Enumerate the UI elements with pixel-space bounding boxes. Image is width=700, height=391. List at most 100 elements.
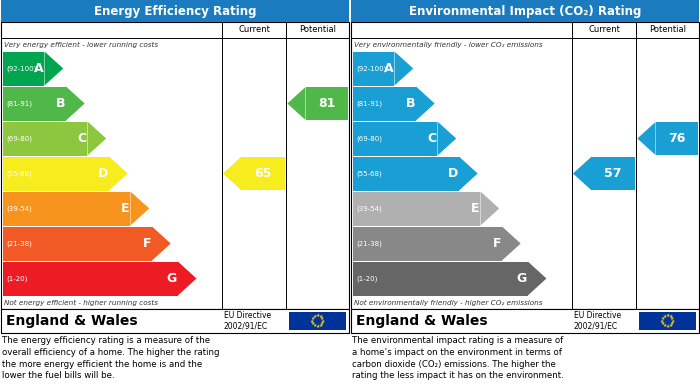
Text: England & Wales: England & Wales [6,314,138,328]
Text: ★: ★ [671,319,676,323]
Text: (81-91): (81-91) [356,100,382,107]
Text: EU Directive
2002/91/EC: EU Directive 2002/91/EC [224,311,271,331]
Text: B: B [55,97,65,110]
Polygon shape [152,226,171,260]
Text: Not environmentally friendly - higher CO₂ emissions: Not environmentally friendly - higher CO… [354,300,542,305]
Polygon shape [573,157,591,190]
Text: ★: ★ [311,321,315,326]
Text: C: C [428,132,437,145]
Text: A: A [384,62,393,75]
Text: (21-38): (21-38) [356,240,382,247]
Text: ★: ★ [660,319,664,323]
Text: England & Wales: England & Wales [356,314,488,328]
Text: ★: ★ [316,324,320,329]
Polygon shape [480,192,499,226]
Polygon shape [178,262,197,296]
Bar [351,309,699,333]
Text: F: F [493,237,501,250]
Bar [3,226,152,260]
Text: ★: ★ [318,323,323,328]
Bar [3,86,66,120]
Text: ★: ★ [313,323,317,328]
Text: ★: ★ [321,319,326,323]
Text: G: G [167,272,177,285]
Bar [639,312,696,330]
Polygon shape [223,157,241,190]
Bar [289,312,346,330]
Text: (1-20): (1-20) [6,275,27,282]
Text: The energy efficiency rating is a measure of the
overall efficiency of a home. T: The energy efficiency rating is a measur… [2,336,220,380]
Text: 76: 76 [668,132,685,145]
Text: (55-68): (55-68) [6,170,32,177]
Text: ★: ★ [316,313,320,318]
Text: ★: ★ [670,316,675,321]
Text: Very energy efficient - lower running costs: Very energy efficient - lower running co… [4,41,158,48]
Text: ★: ★ [663,323,667,328]
Text: Potential: Potential [299,25,336,34]
Text: (92-100): (92-100) [6,65,36,72]
Text: A: A [34,62,43,75]
Text: ★: ★ [311,316,315,321]
Text: The environmental impact rating is a measure of
a home’s impact on the environme: The environmental impact rating is a mea… [352,336,564,380]
Polygon shape [45,52,63,86]
Text: Potential: Potential [649,25,686,34]
Text: ★: ★ [668,323,673,328]
Bar [351,22,699,309]
Text: E: E [121,202,130,215]
Polygon shape [459,156,477,190]
Text: (39-54): (39-54) [6,205,32,212]
Polygon shape [288,87,305,120]
Bar [3,262,178,296]
Text: (92-100): (92-100) [356,65,386,72]
Bar [241,157,286,190]
Text: 57: 57 [605,167,622,180]
Text: (69-80): (69-80) [6,135,32,142]
Text: (69-80): (69-80) [356,135,382,142]
Bar [655,122,698,155]
Polygon shape [638,122,655,155]
Bar [353,52,395,86]
Bar [3,122,88,156]
Text: Environmental Impact (CO₂) Rating: Environmental Impact (CO₂) Rating [409,5,641,18]
Bar [353,192,480,226]
Bar [305,87,348,120]
Text: 65: 65 [255,167,272,180]
Bar [1,22,349,309]
Bar [3,192,130,226]
Text: ★: ★ [663,314,667,319]
Text: C: C [78,132,87,145]
Text: Current: Current [588,25,620,34]
Text: ★: ★ [313,314,317,319]
Text: 81: 81 [318,97,335,110]
Text: ★: ★ [666,313,670,318]
Bar [591,157,636,190]
Text: F: F [143,237,151,250]
Polygon shape [395,52,413,86]
Bar [351,0,699,22]
Text: (21-38): (21-38) [6,240,32,247]
Bar [353,226,502,260]
Bar [3,52,45,86]
Text: Not energy efficient - higher running costs: Not energy efficient - higher running co… [4,300,158,305]
Polygon shape [416,86,435,120]
Text: ★: ★ [668,314,673,319]
Text: ★: ★ [670,321,675,326]
Text: ★: ★ [320,321,325,326]
Polygon shape [502,226,521,260]
Text: (55-68): (55-68) [356,170,382,177]
Bar [3,156,109,190]
Polygon shape [528,262,547,296]
Text: EU Directive
2002/91/EC: EU Directive 2002/91/EC [574,311,621,331]
Text: (39-54): (39-54) [356,205,382,212]
Text: D: D [98,167,108,180]
Bar [353,86,416,120]
Bar [353,262,528,296]
Text: D: D [448,167,458,180]
Polygon shape [88,122,106,156]
Text: Energy Efficiency Rating: Energy Efficiency Rating [94,5,256,18]
Text: (1-20): (1-20) [356,275,377,282]
Bar [1,0,349,22]
Text: ★: ★ [310,319,314,323]
Text: ★: ★ [320,316,325,321]
Polygon shape [438,122,456,156]
